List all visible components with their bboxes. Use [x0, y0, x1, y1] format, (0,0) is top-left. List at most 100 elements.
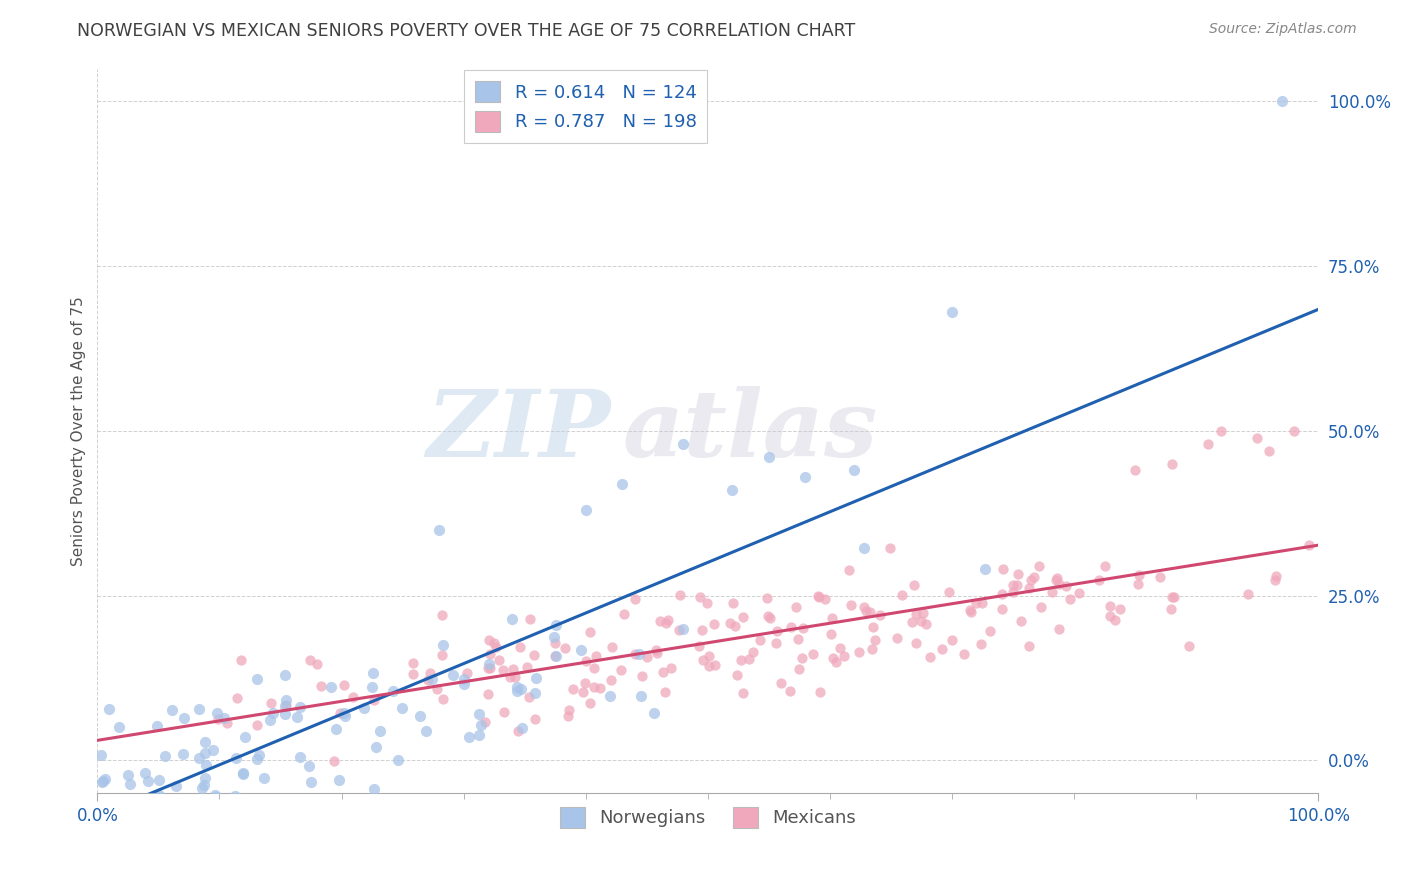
Point — [643, 706, 665, 720]
Point — [657, 613, 679, 627]
Point — [217, 793, 239, 807]
Point — [1149, 570, 1171, 584]
Point — [502, 662, 524, 676]
Point — [453, 673, 475, 687]
Point — [1163, 590, 1185, 604]
Point — [731, 610, 754, 624]
Point — [672, 622, 695, 636]
Point — [207, 712, 229, 726]
Point — [703, 616, 725, 631]
Point — [544, 648, 567, 663]
Point — [94, 772, 117, 786]
Point — [1007, 567, 1029, 582]
Point — [970, 637, 993, 651]
Point — [492, 663, 515, 677]
Point — [368, 723, 391, 738]
Point — [546, 618, 568, 632]
Point — [519, 611, 541, 625]
Point — [353, 700, 375, 714]
Point — [571, 685, 593, 699]
Point — [149, 793, 172, 807]
Point — [600, 673, 623, 687]
Point — [342, 690, 364, 704]
Point — [1045, 573, 1067, 587]
Point — [959, 603, 981, 617]
Point — [194, 735, 217, 749]
Point — [232, 765, 254, 780]
Point — [749, 632, 772, 647]
Point — [458, 730, 481, 744]
Point — [993, 562, 1015, 576]
Point — [361, 665, 384, 680]
Point — [276, 698, 298, 713]
Point — [299, 653, 322, 667]
Point — [557, 703, 579, 717]
Point — [574, 675, 596, 690]
Point — [420, 672, 443, 686]
Point — [801, 648, 824, 662]
Point — [879, 541, 901, 555]
Point — [523, 648, 546, 663]
Point — [288, 749, 311, 764]
Point — [492, 705, 515, 719]
Point — [259, 713, 281, 727]
Point — [233, 730, 256, 744]
Point — [699, 648, 721, 663]
Point — [478, 648, 501, 662]
Point — [1069, 586, 1091, 600]
Point — [855, 605, 877, 619]
Point — [97, 701, 120, 715]
Point — [1047, 623, 1070, 637]
Point — [510, 721, 533, 735]
Point — [506, 723, 529, 738]
Point — [544, 636, 567, 650]
Point — [1123, 463, 1146, 477]
Point — [195, 758, 218, 772]
Point — [329, 706, 352, 721]
Point — [409, 709, 432, 723]
Point — [689, 590, 711, 604]
Point — [260, 697, 283, 711]
Point — [191, 781, 214, 796]
Point — [759, 611, 782, 625]
Point — [852, 599, 875, 614]
Point — [554, 640, 576, 655]
Point — [273, 698, 295, 713]
Point — [918, 650, 941, 665]
Point — [225, 751, 247, 765]
Point — [1104, 613, 1126, 627]
Point — [177, 793, 200, 807]
Point — [274, 668, 297, 682]
Point — [613, 607, 636, 621]
Point — [134, 765, 156, 780]
Point — [814, 591, 837, 606]
Point — [696, 596, 718, 610]
Point — [582, 680, 605, 694]
Point — [194, 771, 217, 785]
Point — [544, 648, 567, 663]
Point — [1282, 424, 1305, 438]
Point — [478, 632, 501, 647]
Point — [557, 709, 579, 723]
Point — [904, 636, 927, 650]
Point — [792, 621, 814, 635]
Legend: Norwegians, Mexicans: Norwegians, Mexicans — [553, 800, 863, 835]
Point — [991, 587, 1014, 601]
Point — [235, 793, 257, 807]
Point — [792, 650, 814, 665]
Point — [387, 753, 409, 767]
Point — [690, 623, 713, 637]
Point — [654, 685, 676, 699]
Point — [503, 670, 526, 684]
Point — [721, 595, 744, 609]
Point — [1087, 574, 1109, 588]
Point — [501, 612, 523, 626]
Point — [470, 717, 492, 731]
Point — [157, 793, 180, 807]
Point — [505, 684, 527, 698]
Point — [149, 793, 172, 807]
Point — [153, 748, 176, 763]
Point — [148, 772, 170, 787]
Point — [474, 714, 496, 729]
Point — [516, 660, 538, 674]
